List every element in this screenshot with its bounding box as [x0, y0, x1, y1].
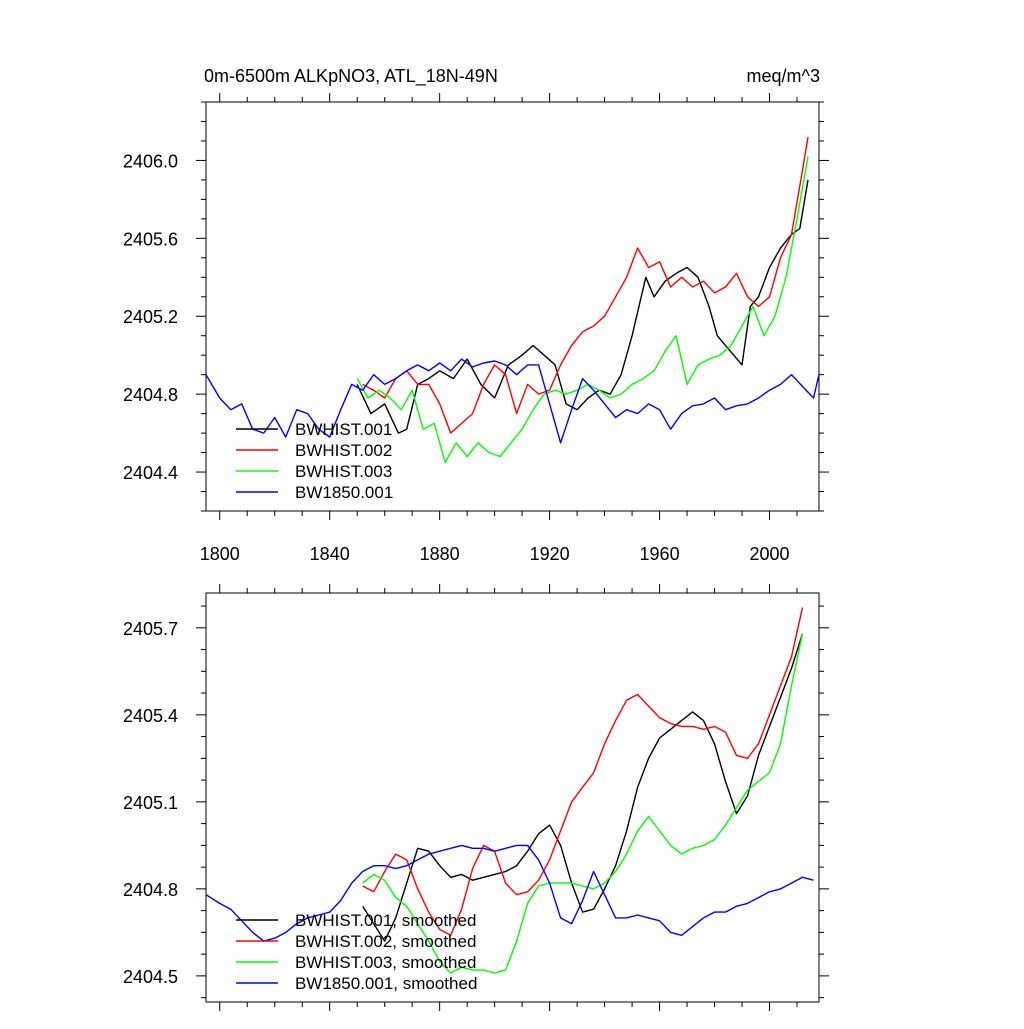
y-tick-label: 2405.7: [123, 619, 178, 639]
x-tick-label: 2000: [749, 544, 789, 564]
legend-label: BWHIST.001: [295, 420, 392, 439]
chart-panel-1: 1800 1840 1880 1920 1960 2000 2404.4 2404.8 2405…: [123, 93, 829, 564]
y-tick-label: 2404.8: [123, 385, 178, 405]
y-tick-label: 2406.0: [123, 151, 178, 171]
x-tick-label: 1840: [310, 544, 350, 564]
chart-title: 0m-6500m ALKpNO3, ATL_18N-49N: [204, 66, 498, 87]
y-tick-label: 2405.6: [123, 229, 178, 249]
y-tick-label: 2405.1: [123, 793, 178, 813]
y-tick-label: 2405.2: [123, 307, 178, 327]
legend-label: BWHIST.003: [295, 462, 392, 481]
legend-label: BWHIST.001, smoothed: [295, 911, 476, 930]
y-tick-label: 2404.4: [123, 463, 178, 483]
y-tick-label: 2404.8: [123, 880, 178, 900]
legend-label: BWHIST.003, smoothed: [295, 953, 476, 972]
series-line-bwhist-002: [362, 136, 809, 434]
series-line-bwhist-001: [356, 179, 809, 434]
plot-frame: [205, 592, 820, 1003]
series-line-bw1850-001-smoothed: [205, 844, 814, 942]
chart-units: meq/m^3: [747, 66, 820, 86]
series-line-bwhist-003-smoothed: [362, 633, 804, 974]
chart-panel-2: 2404.5 2404.8 2405.1 2405.4 2405.7 BWHIST.001…: [123, 584, 829, 1011]
x-tick-label: 1960: [640, 544, 680, 564]
legend-label: BW1850.001, smoothed: [295, 974, 477, 993]
series-line-bwhist-002-smoothed: [362, 607, 804, 936]
plot-frame: [205, 101, 820, 512]
y-tick-label: 2405.4: [123, 706, 178, 726]
y-tick-label: 2404.5: [123, 967, 178, 987]
x-tick-label: 1880: [420, 544, 460, 564]
legend-label: BW1850.001: [295, 483, 393, 502]
series-line-bw1850-001: [205, 358, 820, 444]
series-line-bwhist-003: [356, 156, 809, 463]
legend-label: BWHIST.002: [295, 441, 392, 460]
legend-label: BWHIST.002, smoothed: [295, 932, 476, 951]
x-tick-label: 1800: [200, 544, 240, 564]
legend: BWHIST.001, smoothed BWHIST.002, smoothed…: [236, 911, 477, 993]
series-line-bwhist-001-smoothed: [362, 633, 804, 942]
legend: BWHIST.001 BWHIST.002 BWHIST.003 BW1850.001: [236, 420, 393, 502]
x-tick-label: 1920: [530, 544, 570, 564]
